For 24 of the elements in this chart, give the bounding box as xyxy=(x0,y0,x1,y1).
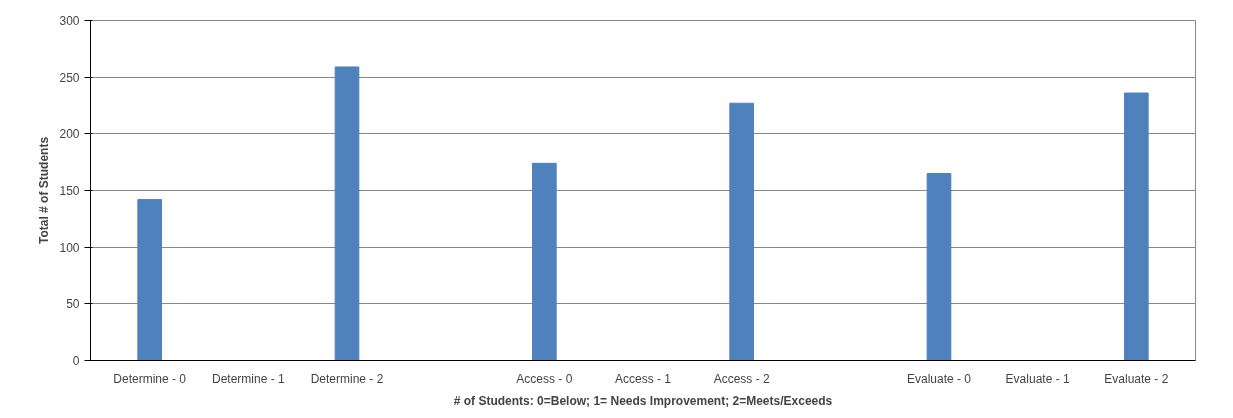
x-tick-label: Evaluate - 2 xyxy=(1104,371,1169,386)
x-axis-title: # of Students: 0=Below; 1= Needs Improvement; 2=Meets/Exceeds xyxy=(453,393,833,408)
bar xyxy=(926,173,952,361)
x-tick-label: Access - 2 xyxy=(713,371,770,386)
bar xyxy=(137,199,163,361)
y-tick-label: 250 xyxy=(59,70,80,85)
x-tick-label: Evaluate - 0 xyxy=(906,371,972,386)
x-tick-label: Evaluate - 1 xyxy=(1005,371,1070,386)
x-tick-label: Determine - 0 xyxy=(113,371,187,386)
y-tick-label: 0 xyxy=(72,354,80,368)
x-tick-label: Access - 1 xyxy=(614,371,672,386)
y-tick-label: 200 xyxy=(59,127,80,142)
x-tick-label: Determine - 1 xyxy=(212,371,286,386)
bar xyxy=(729,102,754,361)
x-tick-label: Determine - 2 xyxy=(310,371,384,386)
bar xyxy=(532,162,557,361)
bar xyxy=(334,66,360,361)
y-tick-label: 100 xyxy=(59,240,80,255)
y-tick-label: 150 xyxy=(59,184,80,198)
y-tick-label: 300 xyxy=(59,14,80,28)
y-axis-title: Total # of Students xyxy=(37,136,52,245)
x-tick-label: Access - 0 xyxy=(516,371,573,386)
y-tick-label: 50 xyxy=(66,297,80,312)
bar xyxy=(1123,92,1149,361)
